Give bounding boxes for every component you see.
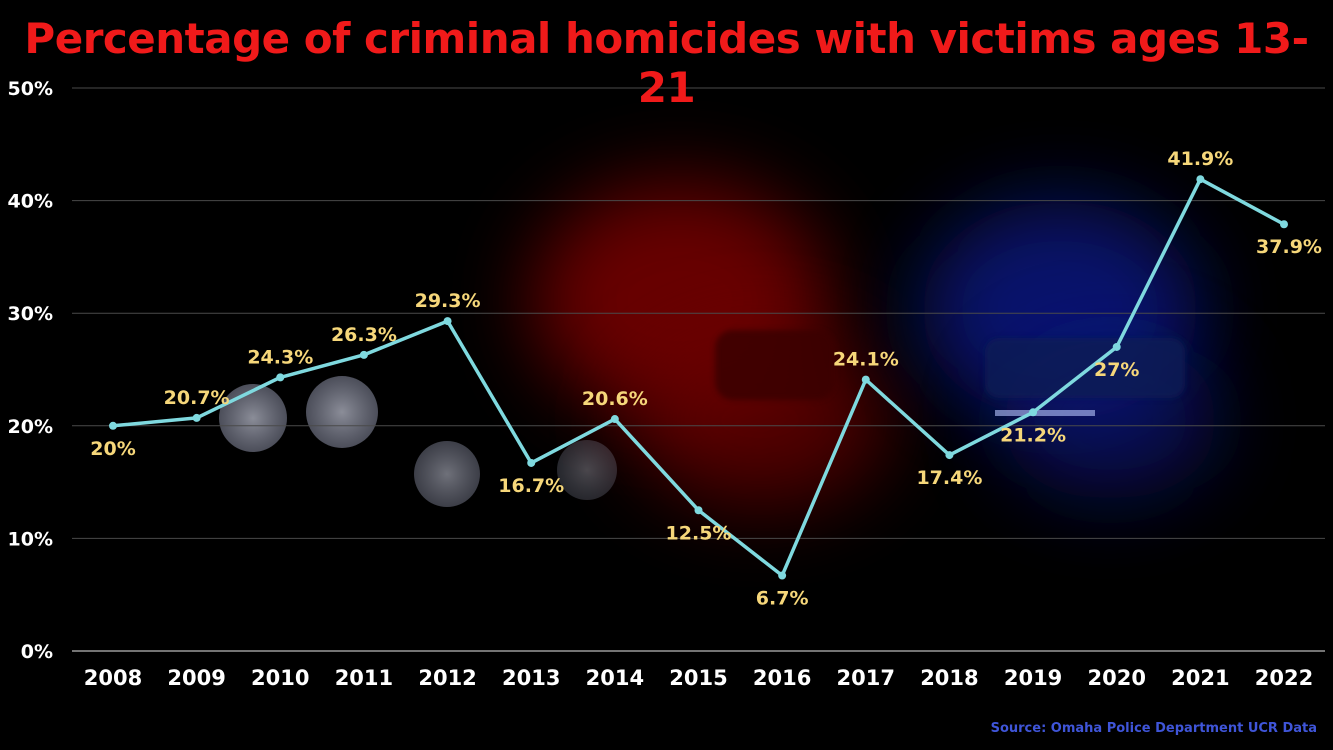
data-point [861,375,870,384]
x-tick-label: 2015 [669,666,727,690]
data-point [1196,175,1205,184]
x-tick-label: 2019 [1004,666,1062,690]
data-label: 17.4% [916,467,982,489]
data-label: 41.9% [1167,148,1233,170]
y-tick-label: 50% [8,78,53,100]
x-tick-label: 2014 [586,666,644,690]
x-tick-label: 2008 [84,666,142,690]
data-label: 21.2% [1000,424,1066,446]
x-axis-ticks: 2008 2009 2010 2011 2012 2013 2014 2015 2016 2017… [84,666,1313,690]
data-point [1112,342,1121,351]
data-label: 37.9% [1256,236,1322,258]
data-label: 20% [90,438,135,460]
x-tick-label: 2022 [1255,666,1313,690]
data-point [1280,220,1288,229]
data-points [109,175,1288,580]
x-tick-label: 2020 [1087,666,1145,690]
gridlines [72,87,1325,652]
data-label: 24.1% [833,349,899,371]
data-label: 24.3% [247,346,313,368]
data-label: 12.5% [666,522,732,544]
data-point [276,373,285,382]
y-tick-label: 40% [8,191,53,213]
data-label: 26.3% [331,324,397,346]
y-tick-label: 10% [8,528,53,550]
data-point [610,415,619,424]
y-tick-label: 30% [8,303,53,325]
y-tick-label: 20% [8,416,53,438]
y-tick-label: 0% [21,641,53,663]
data-label: 20.6% [582,388,648,410]
x-tick-label: 2017 [837,666,895,690]
x-tick-label: 2010 [251,666,309,690]
data-point [359,350,368,359]
data-labels: 20% 20.7% 24.3% 26.3% 29.3% 16.7% 20.6% 12.5% 6.… [90,148,1322,609]
x-tick-label: 2009 [167,666,225,690]
data-label: 20.7% [164,387,230,409]
data-point [192,413,201,422]
x-tick-label: 2018 [920,666,978,690]
y-axis-ticks: 0% 10% 20% 30% 40% 50% [8,78,53,663]
x-tick-label: 2013 [502,666,560,690]
data-point [945,451,954,460]
data-point [694,506,703,515]
x-tick-label: 2021 [1171,666,1229,690]
data-label: 6.7% [756,588,809,610]
x-tick-label: 2011 [335,666,393,690]
data-label: 27% [1094,359,1139,381]
data-label: 29.3% [415,290,481,312]
data-point [109,421,117,430]
source-note: Source: Omaha Police Department UCR Data [990,721,1317,736]
x-tick-label: 2012 [418,666,476,690]
data-point [527,458,536,467]
data-label: 16.7% [498,475,564,497]
data-point [1029,408,1038,417]
chart-title: Percentage of criminal homicides with vi… [24,14,1309,112]
x-tick-label: 2016 [753,666,811,690]
data-point [778,571,787,580]
data-point [443,317,452,326]
